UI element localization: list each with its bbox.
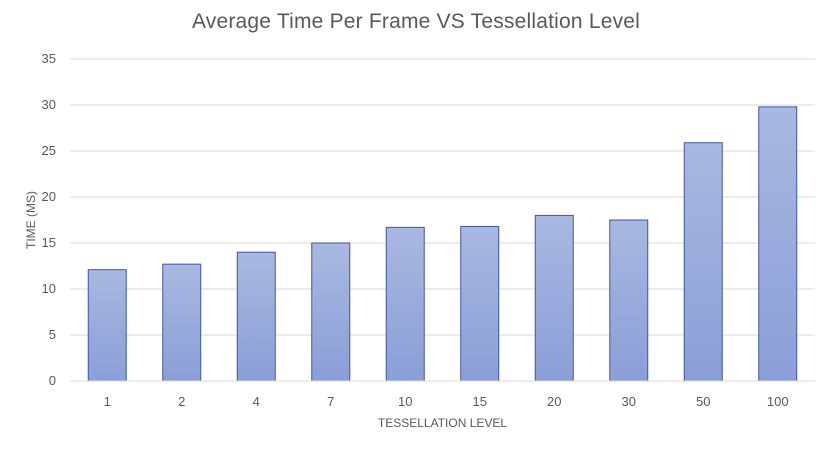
x-tick-label: 20 (547, 394, 561, 409)
bar-30 (609, 219, 649, 382)
bar-2 (162, 263, 202, 382)
chart-title: Average Time Per Frame VS Tessellation L… (191, 10, 641, 33)
x-tick-label: 10 (398, 394, 412, 409)
x-axis-label: TESSELLATION LEVEL (377, 416, 508, 430)
x-tick-label: 1 (104, 394, 111, 409)
x-tick-label: 50 (696, 394, 710, 409)
x-tick-label: 2 (178, 394, 185, 409)
y-tick-label: 5 (49, 327, 56, 342)
bar-20 (534, 214, 574, 382)
x-tick-label: 7 (327, 394, 334, 409)
x-tick-label: 15 (473, 394, 487, 409)
bar-4 (236, 251, 276, 382)
y-tick-label: 20 (42, 189, 56, 204)
y-tick-label: 0 (49, 373, 56, 388)
y-tick-label: 10 (42, 281, 56, 296)
bar-15 (460, 225, 500, 382)
bar-50 (683, 142, 723, 382)
bar-100 (758, 106, 798, 382)
bar-1 (87, 269, 127, 382)
x-tick-label: 4 (253, 394, 260, 409)
x-tick-label: 100 (767, 394, 789, 409)
y-tick-label: 35 (42, 51, 56, 66)
y-tick-label: 25 (42, 143, 56, 158)
y-tick-label: 30 (42, 97, 56, 112)
bar-10 (385, 226, 425, 382)
bar-7 (311, 242, 351, 382)
y-tick-label: 15 (42, 235, 56, 250)
x-tick-label: 30 (622, 394, 636, 409)
